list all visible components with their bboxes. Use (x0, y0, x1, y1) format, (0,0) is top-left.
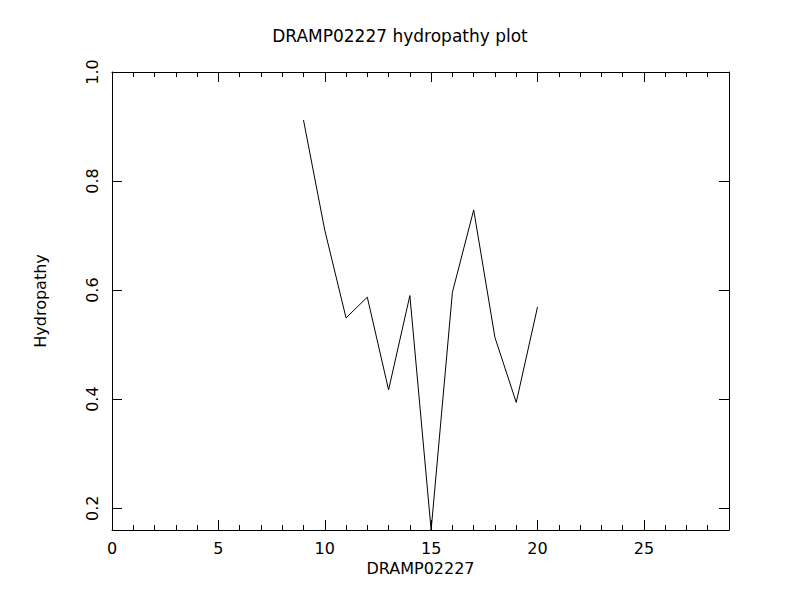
svg-text:0.6: 0.6 (83, 277, 102, 302)
svg-text:25: 25 (634, 539, 654, 558)
svg-text:0.4: 0.4 (83, 386, 102, 411)
svg-text:0.8: 0.8 (83, 168, 102, 193)
svg-text:10: 10 (315, 539, 335, 558)
svg-text:1.0: 1.0 (83, 59, 102, 84)
svg-text:Hydropathy: Hydropathy (31, 254, 50, 348)
svg-text:5: 5 (213, 539, 223, 558)
svg-text:0.2: 0.2 (83, 495, 102, 520)
svg-text:DRAMP02227: DRAMP02227 (366, 559, 474, 578)
svg-text:15: 15 (421, 539, 441, 558)
svg-text:20: 20 (527, 539, 547, 558)
svg-text:DRAMP02227 hydropathy plot: DRAMP02227 hydropathy plot (272, 26, 528, 46)
svg-text:0: 0 (107, 539, 117, 558)
